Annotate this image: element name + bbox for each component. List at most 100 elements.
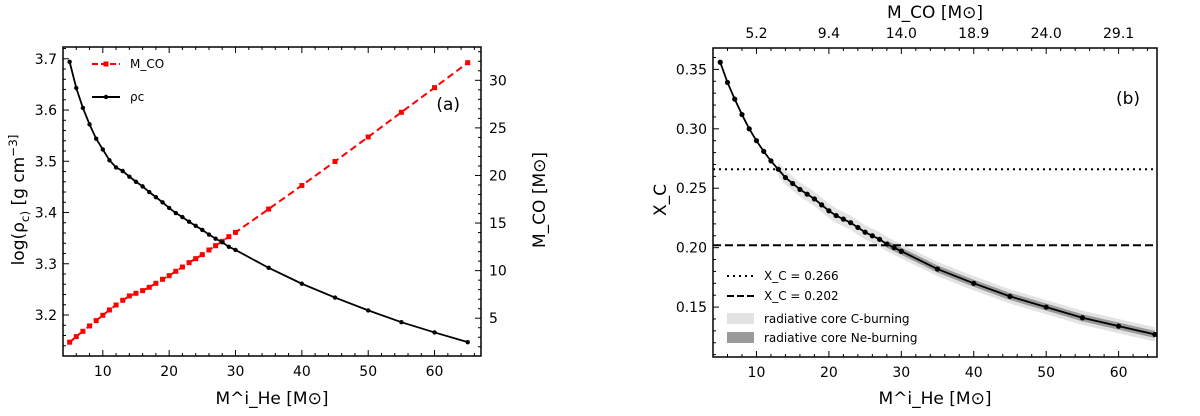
- top-x-tick-label: 5.2: [745, 26, 767, 42]
- data-point: [166, 273, 172, 279]
- plot-frame: [62, 46, 482, 357]
- data-point: [971, 280, 977, 286]
- data-point: [1007, 293, 1013, 299]
- data-point: [120, 168, 125, 174]
- data-point: [804, 191, 810, 197]
- data-point: [826, 208, 832, 214]
- y2-axis-label: M_CO [M⊙]: [530, 152, 550, 248]
- data-point: [299, 182, 305, 188]
- legend-label: X_C = 0.266: [764, 269, 839, 283]
- data-point: [876, 236, 883, 242]
- data-point: [398, 109, 404, 115]
- data-point: [186, 260, 192, 266]
- y-left-tick-label: 3.6: [35, 103, 57, 119]
- data-point: [133, 290, 139, 296]
- top-x-tick-label: 29.1: [1103, 26, 1134, 42]
- data-point: [233, 229, 239, 235]
- data-point: [797, 186, 803, 193]
- data-point: [166, 205, 172, 211]
- data-point: [206, 232, 212, 237]
- data-point: [739, 111, 745, 118]
- data-point: [898, 248, 904, 254]
- data-point: [179, 264, 185, 270]
- y-tick-label: 0.20: [676, 241, 707, 257]
- y-left-tick-label: 3.4: [35, 206, 57, 222]
- data-point: [153, 280, 159, 286]
- data-point: [848, 220, 854, 226]
- legend-label: X_C = 0.202: [764, 289, 839, 303]
- data-point: [127, 174, 132, 179]
- x-axis-label: M^i_He [M⊙]: [879, 389, 992, 409]
- band-1: [886, 240, 1155, 338]
- x-tick-label: 10: [94, 364, 112, 380]
- data-point: [724, 79, 731, 86]
- data-point: [332, 295, 338, 300]
- data-point: [126, 293, 132, 299]
- data-point: [833, 212, 839, 219]
- data-point: [432, 330, 437, 335]
- data-point: [840, 216, 846, 222]
- data-point: [465, 339, 470, 345]
- data-point: [67, 339, 73, 345]
- data-point: [220, 240, 225, 245]
- data-point: [855, 224, 861, 231]
- y-right-tick-label: 20: [489, 168, 507, 184]
- data-point: [862, 229, 868, 235]
- x-tick-label: 50: [1037, 365, 1055, 381]
- y-left-tick-label: 3.7: [35, 52, 57, 68]
- data-point: [768, 158, 774, 164]
- data-point: [180, 214, 185, 220]
- data-point: [399, 319, 404, 325]
- data-point: [100, 312, 106, 318]
- data-point: [266, 265, 271, 271]
- legend-patch: [727, 313, 754, 324]
- y-right-tick-label: 5: [489, 311, 498, 327]
- data-point: [753, 138, 760, 144]
- data-point: [213, 243, 219, 249]
- top-x-tick-label: 18.9: [958, 26, 989, 42]
- y-axis-label: log(ρc) [g cm−3]: [6, 135, 32, 266]
- legend-label: radiative core C-burning: [764, 312, 910, 326]
- data-point: [106, 307, 112, 313]
- data-point: [87, 122, 92, 127]
- data-point: [717, 59, 723, 65]
- data-point: [775, 166, 781, 172]
- top-x-tick-label: 24.0: [1031, 26, 1062, 42]
- panel-label: (b): [1116, 89, 1140, 109]
- data-point: [73, 334, 79, 340]
- legend-marker: [103, 94, 109, 100]
- x-tick-label: 40: [293, 364, 311, 380]
- y-left-tick-label: 3.5: [35, 154, 57, 170]
- x-tick-label: 40: [965, 365, 983, 381]
- data-point: [153, 194, 159, 200]
- data-point: [790, 180, 796, 187]
- x-tick-label: 30: [227, 364, 245, 380]
- data-point: [193, 223, 198, 229]
- data-point: [200, 227, 205, 233]
- data-point: [206, 247, 212, 253]
- data-point: [746, 126, 752, 132]
- x-tick-label: 10: [748, 365, 766, 381]
- data-point: [160, 276, 166, 282]
- x-tick-label: 20: [820, 365, 838, 381]
- data-point: [67, 59, 72, 65]
- top-x-axis-label: M_CO [M⊙]: [887, 3, 983, 23]
- series-line-0: [68, 61, 469, 343]
- data-point: [819, 202, 825, 208]
- x-tick-label: 50: [359, 364, 377, 380]
- data-point: [365, 134, 371, 140]
- data-point: [811, 196, 818, 202]
- legend-label: ρc: [130, 90, 144, 104]
- data-point: [87, 323, 93, 329]
- data-point: [140, 288, 146, 294]
- legend-label: radiative core Ne-burning: [764, 331, 918, 345]
- data-point: [146, 284, 152, 290]
- data-point: [93, 318, 99, 324]
- data-point: [732, 96, 738, 102]
- y-right-tick-label: 10: [489, 264, 507, 280]
- top-x-tick-label: 9.4: [818, 26, 840, 42]
- data-point: [113, 302, 119, 308]
- y-tick-label: 0.30: [676, 122, 707, 138]
- legend-marker: [103, 61, 109, 67]
